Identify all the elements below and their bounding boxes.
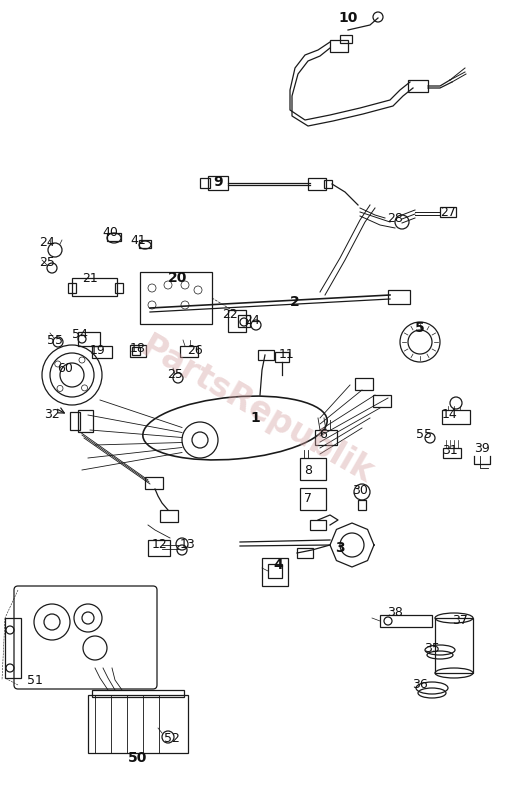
Text: 27: 27 <box>440 205 456 219</box>
Text: 60: 60 <box>57 362 73 374</box>
Text: 3: 3 <box>335 541 345 555</box>
Bar <box>148 540 170 556</box>
Text: PartsRepublik: PartsRepublik <box>135 331 379 491</box>
Bar <box>275 352 289 362</box>
Bar <box>315 430 337 445</box>
Text: 4: 4 <box>273 558 283 572</box>
Text: 40: 40 <box>102 225 118 239</box>
Bar <box>297 548 313 558</box>
Bar <box>228 310 246 332</box>
Bar <box>358 500 366 510</box>
Text: 22: 22 <box>222 309 238 322</box>
Text: 14: 14 <box>442 408 458 422</box>
Bar <box>115 283 123 293</box>
Text: 35: 35 <box>424 641 440 654</box>
Text: 30: 30 <box>352 483 368 496</box>
Text: 6: 6 <box>319 428 327 442</box>
Text: 24: 24 <box>244 314 260 326</box>
Bar <box>324 180 332 188</box>
Bar <box>262 558 288 586</box>
Text: 38: 38 <box>387 605 403 619</box>
Bar <box>308 178 326 190</box>
Bar <box>92 346 112 358</box>
Text: 41: 41 <box>130 234 146 246</box>
Text: 31: 31 <box>442 443 458 457</box>
Text: 1: 1 <box>250 411 260 425</box>
Bar <box>238 315 250 327</box>
Bar <box>78 410 93 432</box>
Bar <box>88 695 188 753</box>
Text: 55: 55 <box>47 333 63 347</box>
Bar <box>68 283 76 293</box>
Bar <box>380 615 432 627</box>
Text: 8: 8 <box>304 464 312 476</box>
Bar <box>92 690 184 697</box>
Text: 26: 26 <box>187 344 203 356</box>
Text: 52: 52 <box>164 732 180 744</box>
Bar <box>258 350 274 360</box>
Text: 10: 10 <box>338 11 358 25</box>
Text: 9: 9 <box>213 175 223 189</box>
Text: 55: 55 <box>416 428 432 442</box>
Bar <box>160 510 178 522</box>
Bar <box>340 35 352 43</box>
Text: 2: 2 <box>290 295 300 309</box>
Text: 11: 11 <box>279 348 295 362</box>
Bar <box>200 178 210 188</box>
Text: 12: 12 <box>152 539 168 551</box>
Text: 50: 50 <box>128 751 148 765</box>
Bar <box>440 207 456 217</box>
Text: 36: 36 <box>412 679 428 691</box>
Text: 19: 19 <box>90 344 106 356</box>
Bar <box>140 272 212 324</box>
Text: 54: 54 <box>72 329 88 341</box>
Text: 51: 51 <box>27 674 43 687</box>
Bar <box>310 520 326 530</box>
Text: 18: 18 <box>130 341 146 355</box>
Text: 32: 32 <box>44 408 60 422</box>
Bar <box>443 448 461 458</box>
Bar <box>373 395 391 407</box>
Bar <box>132 347 140 355</box>
Bar <box>442 410 470 424</box>
Text: 20: 20 <box>168 271 188 285</box>
Bar <box>180 346 198 357</box>
Text: 7: 7 <box>304 491 312 505</box>
Text: 25: 25 <box>39 255 55 269</box>
Text: 24: 24 <box>39 235 55 249</box>
Bar <box>139 240 151 248</box>
Text: 13: 13 <box>180 539 196 551</box>
Bar <box>268 564 282 578</box>
Bar <box>388 290 410 304</box>
Bar <box>78 332 100 346</box>
Bar <box>145 477 163 489</box>
Bar <box>408 80 428 92</box>
Text: 37: 37 <box>452 614 468 626</box>
Bar <box>300 488 326 510</box>
Bar <box>5 618 21 678</box>
Text: 5: 5 <box>415 321 425 335</box>
Text: 25: 25 <box>167 368 183 382</box>
Bar <box>72 278 117 296</box>
Bar <box>355 378 373 390</box>
Bar <box>70 412 80 430</box>
Bar <box>208 176 228 190</box>
Text: 39: 39 <box>474 442 490 454</box>
Text: 28: 28 <box>387 212 403 224</box>
Bar <box>107 233 121 241</box>
Bar <box>435 618 473 673</box>
Bar <box>330 40 348 52</box>
Text: 21: 21 <box>82 272 98 284</box>
Bar <box>300 458 326 480</box>
Bar <box>130 345 146 357</box>
